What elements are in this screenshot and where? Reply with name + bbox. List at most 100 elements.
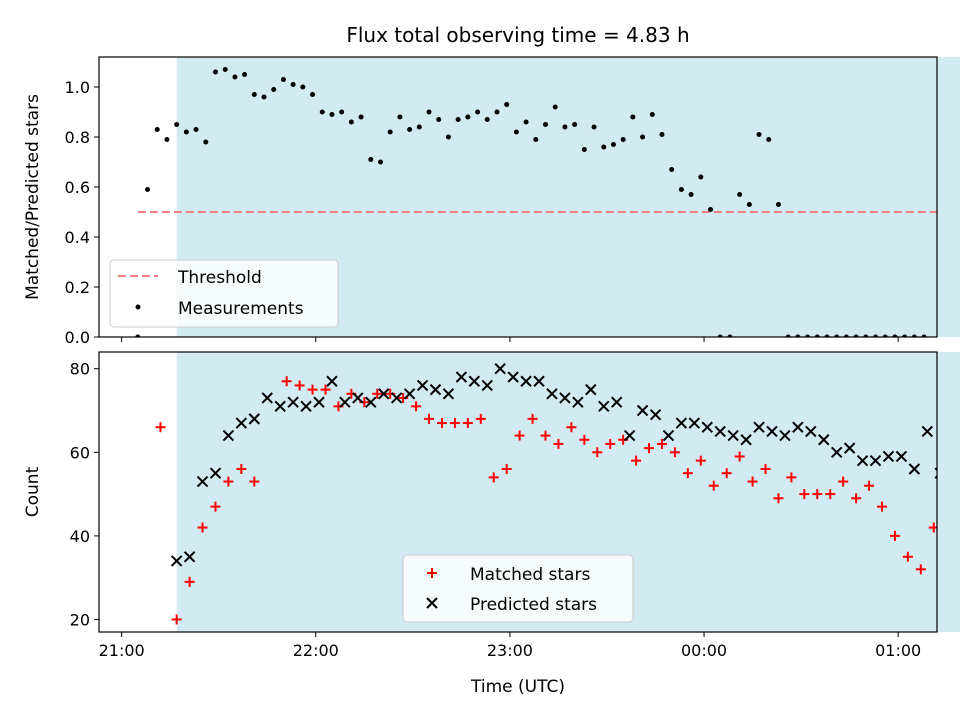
y-tick-label: 0.8 — [65, 128, 90, 147]
predicted-star-marker — [818, 434, 830, 446]
marker-stroke — [274, 400, 286, 413]
marker-stroke — [921, 425, 934, 438]
measurement-point — [659, 132, 665, 137]
measurement-point — [543, 122, 549, 127]
marker-stroke — [598, 400, 610, 413]
predicted-star-marker — [403, 388, 416, 400]
measurement-point — [513, 129, 519, 135]
measurement-point — [290, 82, 296, 87]
marker-stroke — [352, 392, 364, 404]
measurement-point — [154, 127, 160, 132]
matched-star-marker — [566, 422, 577, 433]
marker-stroke — [856, 454, 869, 467]
matched-star-marker — [223, 476, 234, 487]
measurement-point — [348, 119, 354, 125]
measurement-point — [465, 114, 471, 120]
marker-stroke — [403, 388, 416, 400]
marker-stroke — [468, 375, 481, 387]
marker-stroke — [378, 388, 390, 400]
measurement-point — [601, 144, 607, 150]
predicted-star-marker — [649, 408, 662, 421]
legend-predicted-swatch — [426, 597, 438, 609]
legend: Matched stars Predicted stars — [402, 554, 634, 623]
matched-star-marker — [592, 447, 603, 458]
predicted-star-marker — [623, 429, 636, 442]
marker-stroke — [908, 463, 921, 475]
measurement-point — [873, 334, 879, 337]
matched-star-marker — [488, 472, 499, 483]
predicted-star-marker — [339, 396, 351, 408]
measurement-point — [445, 134, 451, 140]
predicted-star-marker — [170, 555, 183, 567]
measurement-point — [145, 187, 151, 192]
predicted-star-marker — [895, 450, 908, 463]
marker-stroke — [235, 417, 248, 429]
matched-star-marker — [320, 384, 331, 395]
matched-star-marker — [915, 564, 926, 575]
matched-star-marker — [876, 501, 887, 512]
marker-stroke — [481, 379, 493, 392]
matched-star-marker — [656, 438, 667, 449]
measurement-point — [882, 334, 888, 337]
measurement-point — [426, 109, 432, 115]
marker-stroke — [533, 375, 545, 387]
marker-stroke — [326, 375, 338, 387]
matched-star-marker — [372, 388, 383, 399]
marker-stroke — [300, 400, 312, 413]
measurement-point — [921, 334, 927, 337]
measurement-point — [552, 104, 558, 110]
marker-stroke — [688, 417, 701, 429]
matched-star-marker — [799, 489, 810, 500]
predicted-star-marker — [688, 417, 701, 429]
measurement-point — [669, 167, 675, 172]
predicted-star-marker — [714, 425, 726, 438]
predicted-star-marker — [390, 392, 403, 404]
matched-star-marker — [236, 464, 247, 475]
plot-area — [135, 67, 937, 337]
measurement-point — [911, 334, 917, 337]
matched-star-marker — [747, 476, 758, 487]
predicted-star-marker — [300, 400, 312, 413]
measurement-point — [300, 84, 306, 90]
matched-star-marker — [928, 522, 937, 533]
matched-star-marker — [281, 376, 292, 387]
marker-stroke — [546, 388, 558, 400]
matched-star-marker — [838, 476, 849, 487]
measurement-point — [737, 192, 743, 197]
marker-stroke — [740, 434, 752, 446]
legend-label: Measurements — [178, 299, 304, 319]
measurement-point — [581, 147, 587, 152]
matched-star-marker — [695, 455, 706, 466]
marker-stroke — [183, 551, 196, 563]
marker-stroke — [313, 396, 325, 408]
x-axis-label: Time (UTC) — [470, 677, 565, 697]
matched-star-marker — [889, 530, 900, 541]
measurement-point — [183, 129, 189, 135]
matched-star-marker — [786, 472, 797, 483]
legend-matched-swatch — [427, 568, 437, 578]
measurement-point — [377, 159, 383, 165]
measurement-point — [523, 119, 529, 125]
legend-box — [109, 259, 339, 328]
measurement-point — [727, 334, 733, 337]
marker-stroke — [610, 396, 623, 408]
marker-stroke — [248, 413, 261, 425]
predicted-star-marker — [494, 363, 506, 375]
matched-star-marker — [851, 493, 862, 504]
measurement-point — [280, 77, 286, 82]
predicted-star-marker — [585, 383, 597, 396]
matched-star-marker — [475, 413, 486, 424]
predicted-star-marker — [546, 388, 558, 400]
series-measurements — [135, 67, 927, 337]
marker-stroke — [442, 388, 455, 400]
measurement-point — [708, 207, 714, 212]
y-tick-label: 60 — [70, 443, 90, 462]
measurement-point — [678, 187, 684, 192]
marker-stroke — [701, 421, 713, 433]
predicted-star-marker — [287, 396, 299, 408]
matched-star-marker — [462, 418, 473, 429]
legend-label: Matched stars — [470, 565, 590, 585]
predicted-star-marker — [805, 425, 817, 438]
y-tick-label: 0.4 — [65, 228, 90, 247]
